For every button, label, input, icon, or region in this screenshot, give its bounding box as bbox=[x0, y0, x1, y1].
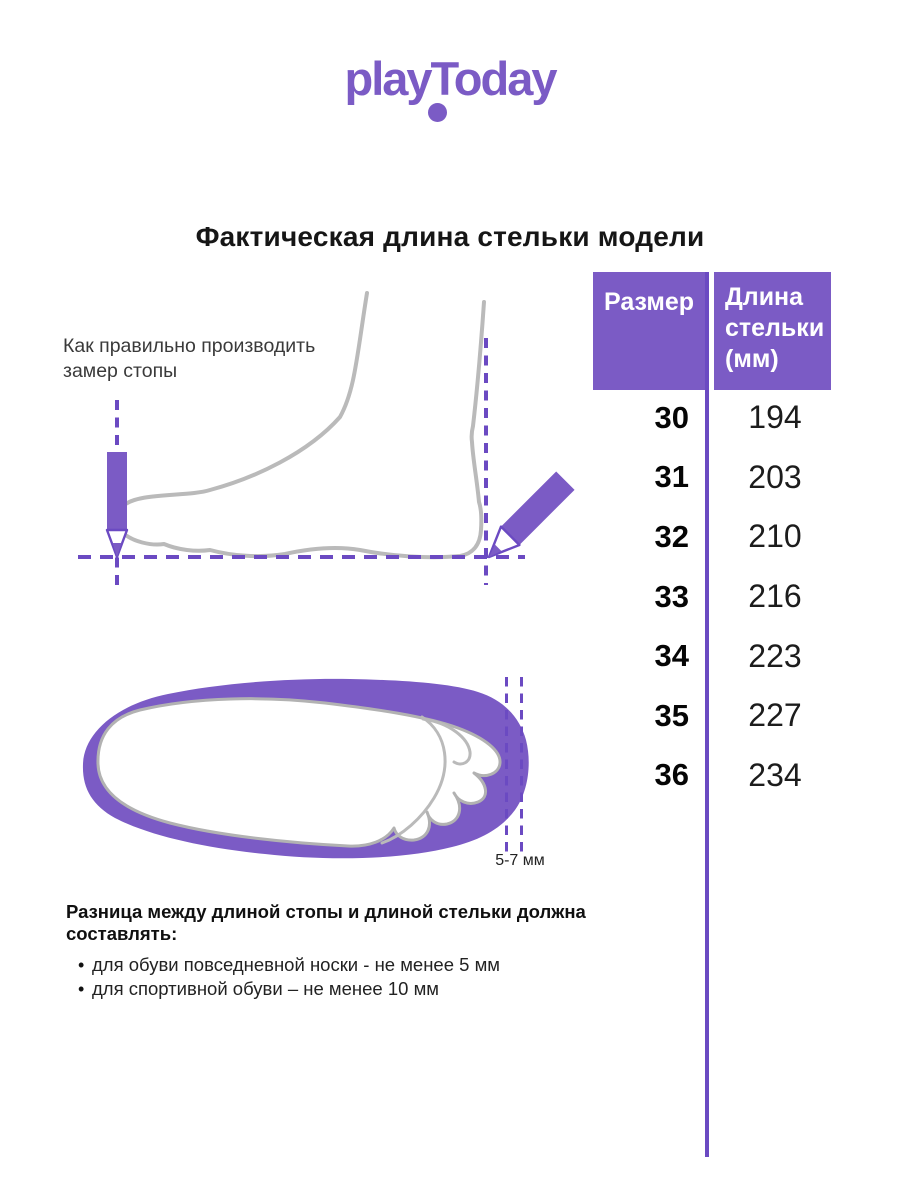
table-row: 31 203 bbox=[593, 448, 838, 508]
size-value: 35 bbox=[654, 697, 689, 733]
insole-length-value: 194 bbox=[748, 399, 802, 436]
table-header-size: Размер bbox=[593, 272, 705, 390]
foot-outline bbox=[114, 291, 486, 560]
insole-length-value: 210 bbox=[748, 518, 802, 555]
size-value: 34 bbox=[654, 638, 689, 674]
table-header-insole-length: Длина стельки (мм) bbox=[714, 272, 831, 390]
note-text: для обуви повседневной носки - не менее … bbox=[92, 954, 501, 975]
size-value: 32 bbox=[654, 518, 689, 554]
measurement-instruction: Как правильно производить замер стопы bbox=[63, 334, 343, 384]
insole-length-value: 234 bbox=[748, 756, 802, 793]
measurement-instruction-line1: Как правильно производить bbox=[63, 335, 316, 357]
brand-logo-dot-icon bbox=[428, 103, 447, 122]
table-row: 34 223 bbox=[593, 626, 838, 686]
pencil-icon bbox=[105, 452, 129, 559]
measurement-instruction-line2: замер стопы bbox=[63, 360, 178, 382]
big-toe-crease bbox=[421, 717, 472, 766]
table-row: 32 210 bbox=[593, 507, 838, 567]
size-table: 30 194 31 203 32 210 33 216 34 223 35 22… bbox=[593, 388, 838, 805]
bullet-icon: • bbox=[78, 955, 85, 975]
bullet-icon: • bbox=[78, 979, 85, 999]
list-item: • для обуви повседневной носки - не мене… bbox=[78, 953, 686, 977]
list-item: • для спортивной обуви – не менее 10 мм bbox=[78, 977, 686, 1001]
difference-notes: Разница между длиной стопы и длиной стел… bbox=[66, 901, 686, 1001]
size-value: 33 bbox=[654, 578, 689, 614]
notes-list: • для обуви повседневной носки - не мене… bbox=[78, 953, 686, 1001]
table-column-divider bbox=[705, 272, 709, 1157]
note-text: для спортивной обуви – не менее 10 мм bbox=[92, 978, 440, 999]
page-title: Фактическая длина стельки модели bbox=[195, 221, 705, 252]
size-value: 31 bbox=[654, 459, 689, 495]
insole-length-value: 227 bbox=[748, 697, 802, 734]
insole-length-value: 223 bbox=[748, 637, 802, 674]
insole-length-value: 203 bbox=[748, 458, 802, 495]
brand-logo: playToday bbox=[0, 55, 900, 102]
table-row: 35 227 bbox=[593, 686, 838, 746]
table-row: 33 216 bbox=[593, 567, 838, 627]
foot-measure-diagram bbox=[78, 291, 575, 590]
insole-footprint-diagram bbox=[82, 677, 529, 859]
size-value: 36 bbox=[654, 757, 689, 793]
table-row: 36 234 bbox=[593, 746, 838, 806]
gap-size-label: 5-7 мм bbox=[495, 852, 545, 869]
insole-length-value: 216 bbox=[748, 578, 802, 615]
ball-of-foot-crease bbox=[380, 715, 447, 845]
size-value: 30 bbox=[654, 399, 689, 435]
table-row: 30 194 bbox=[593, 388, 838, 448]
brand-logo-text: playToday bbox=[344, 52, 558, 105]
pencil-icon bbox=[487, 471, 575, 559]
notes-heading: Разница между длиной стопы и длиной стел… bbox=[66, 901, 586, 944]
